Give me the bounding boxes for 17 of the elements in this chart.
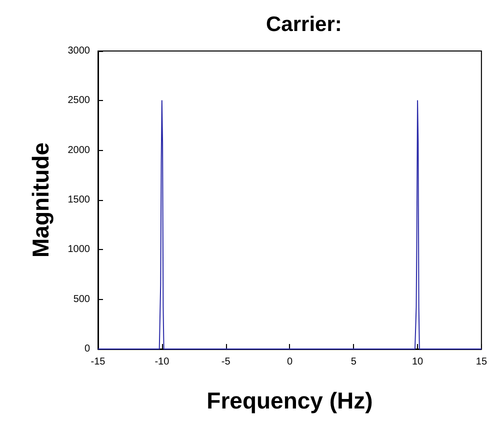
y-tick-label: 0 [84,344,90,354]
y-tick-label: 1500 [68,194,90,206]
y-tick-label: 500 [73,294,90,305]
x-tick-label: 0 [286,356,293,368]
y-tick-label: 1000 [68,244,90,256]
y-tick-label: 2000 [68,144,90,156]
y-axis-title: Magnitude [28,142,54,258]
y-tick-label: 2500 [68,95,90,106]
x-tick-label: -15 [90,356,106,368]
x-tick-label: -10 [154,356,170,368]
x-tick-label: -5 [221,356,231,368]
x-tick-label: 10 [412,356,424,368]
x-tick-label: 5 [350,356,357,368]
x-axis-title: Frequency (Hz) [206,388,373,414]
x-tick-label: 15 [476,356,488,368]
y-tick-label: 3000 [68,46,90,56]
chart-title: Carrier: [266,13,342,36]
